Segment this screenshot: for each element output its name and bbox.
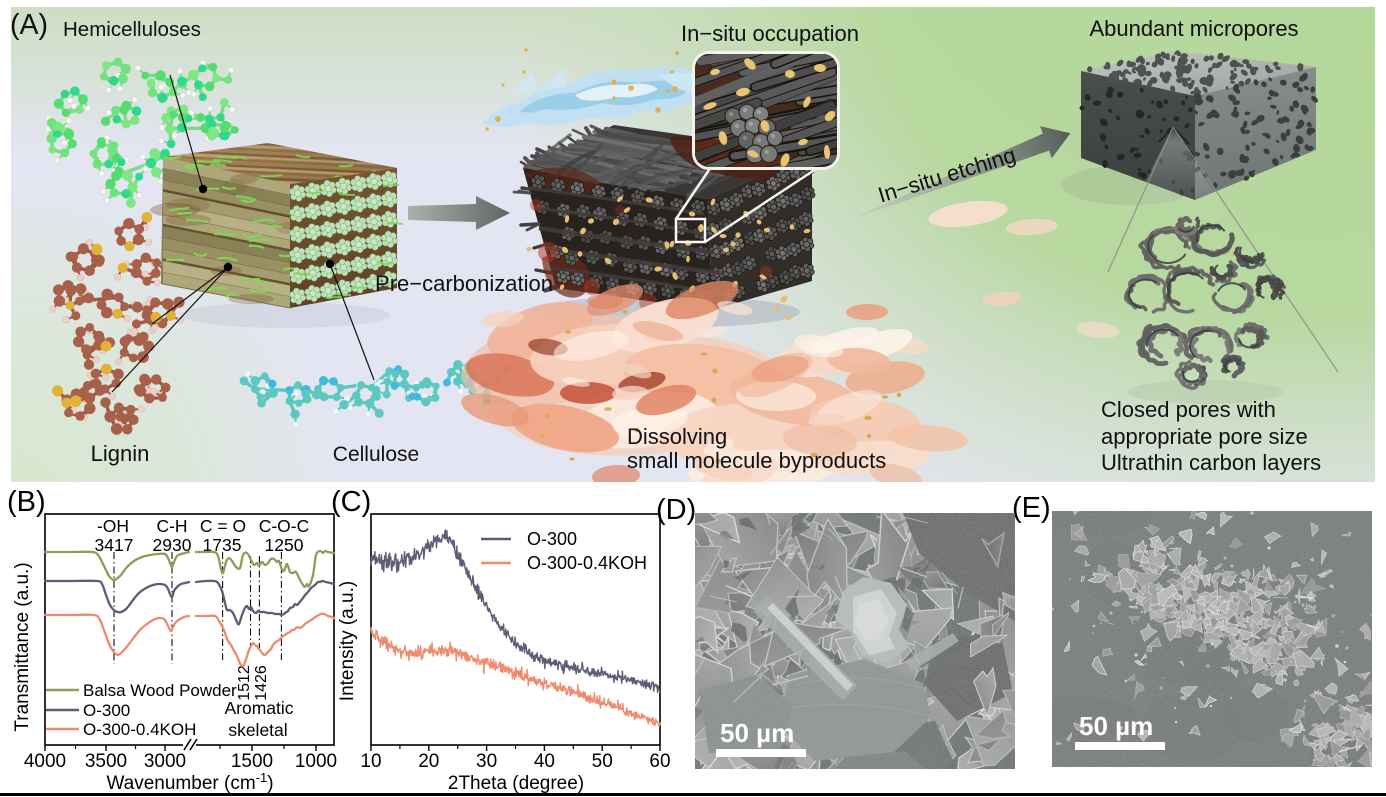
- svg-text:Aromatic: Aromatic: [224, 698, 293, 718]
- svg-text:40: 40: [534, 751, 555, 772]
- svg-text:Ultrathin carbon layers: Ultrathin carbon layers: [1101, 450, 1321, 475]
- svg-text:60: 60: [649, 751, 670, 772]
- svg-text:C-H: C-H: [156, 516, 187, 536]
- svg-text:50: 50: [592, 751, 613, 772]
- svg-text:appropriate pore size: appropriate pore size: [1101, 424, 1308, 449]
- svg-text:C-O-C: C-O-C: [259, 516, 310, 536]
- svg-text:Transmittance (a.u.): Transmittance (a.u.): [12, 562, 33, 731]
- svg-text:2Theta (degree): 2Theta (degree): [448, 773, 584, 794]
- svg-text:1512: 1512: [236, 665, 253, 701]
- svg-text:Cellulose: Cellulose: [333, 443, 419, 466]
- svg-text:10: 10: [360, 751, 381, 772]
- svg-text:O-300-0.4KOH: O-300-0.4KOH: [527, 553, 647, 573]
- svg-text:1000: 1000: [295, 751, 337, 772]
- svg-text:Balsa Wood Powder: Balsa Wood Powder: [83, 681, 237, 700]
- svg-text:20: 20: [418, 751, 439, 772]
- svg-text:Abundant micropores: Abundant micropores: [1089, 16, 1298, 41]
- svg-text:1500: 1500: [231, 751, 273, 772]
- svg-text:4000: 4000: [24, 751, 66, 772]
- svg-text:Wavenumber (cm-1): Wavenumber (cm-1): [106, 770, 273, 795]
- svg-text:3417: 3417: [95, 535, 134, 555]
- svg-text:In−situ occupation: In−situ occupation: [681, 21, 859, 46]
- svg-text:small molecule byproducts: small molecule byproducts: [627, 448, 886, 473]
- svg-text:1426: 1426: [253, 665, 270, 701]
- svg-text:Closed pores with: Closed pores with: [1101, 397, 1276, 422]
- svg-text:skeletal: skeletal: [228, 720, 287, 740]
- svg-text:50 µm: 50 µm: [720, 718, 794, 748]
- svg-text:2930: 2930: [153, 535, 192, 555]
- svg-text:(A): (A): [11, 9, 48, 41]
- svg-text:Intensity (a.u.): Intensity (a.u.): [337, 581, 358, 701]
- svg-text:Lignin: Lignin: [91, 441, 150, 466]
- svg-text:1735: 1735: [203, 535, 242, 555]
- svg-text:3500: 3500: [85, 751, 127, 772]
- svg-text:C = O: C = O: [200, 516, 246, 536]
- svg-text:30: 30: [476, 751, 497, 772]
- svg-text:O-300: O-300: [527, 529, 577, 549]
- svg-text:3000: 3000: [144, 751, 186, 772]
- svg-text:-OH: -OH: [97, 516, 129, 536]
- svg-text:Pre−carbonization: Pre−carbonization: [375, 271, 553, 296]
- svg-text:1250: 1250: [265, 535, 304, 555]
- svg-text:Dissolving: Dissolving: [627, 424, 727, 449]
- svg-text:50 µm: 50 µm: [1079, 711, 1153, 741]
- svg-text:O-300-0.4KOH: O-300-0.4KOH: [83, 720, 196, 739]
- svg-text:Hemicelluloses: Hemicelluloses: [63, 18, 201, 41]
- svg-text:O-300: O-300: [83, 701, 130, 720]
